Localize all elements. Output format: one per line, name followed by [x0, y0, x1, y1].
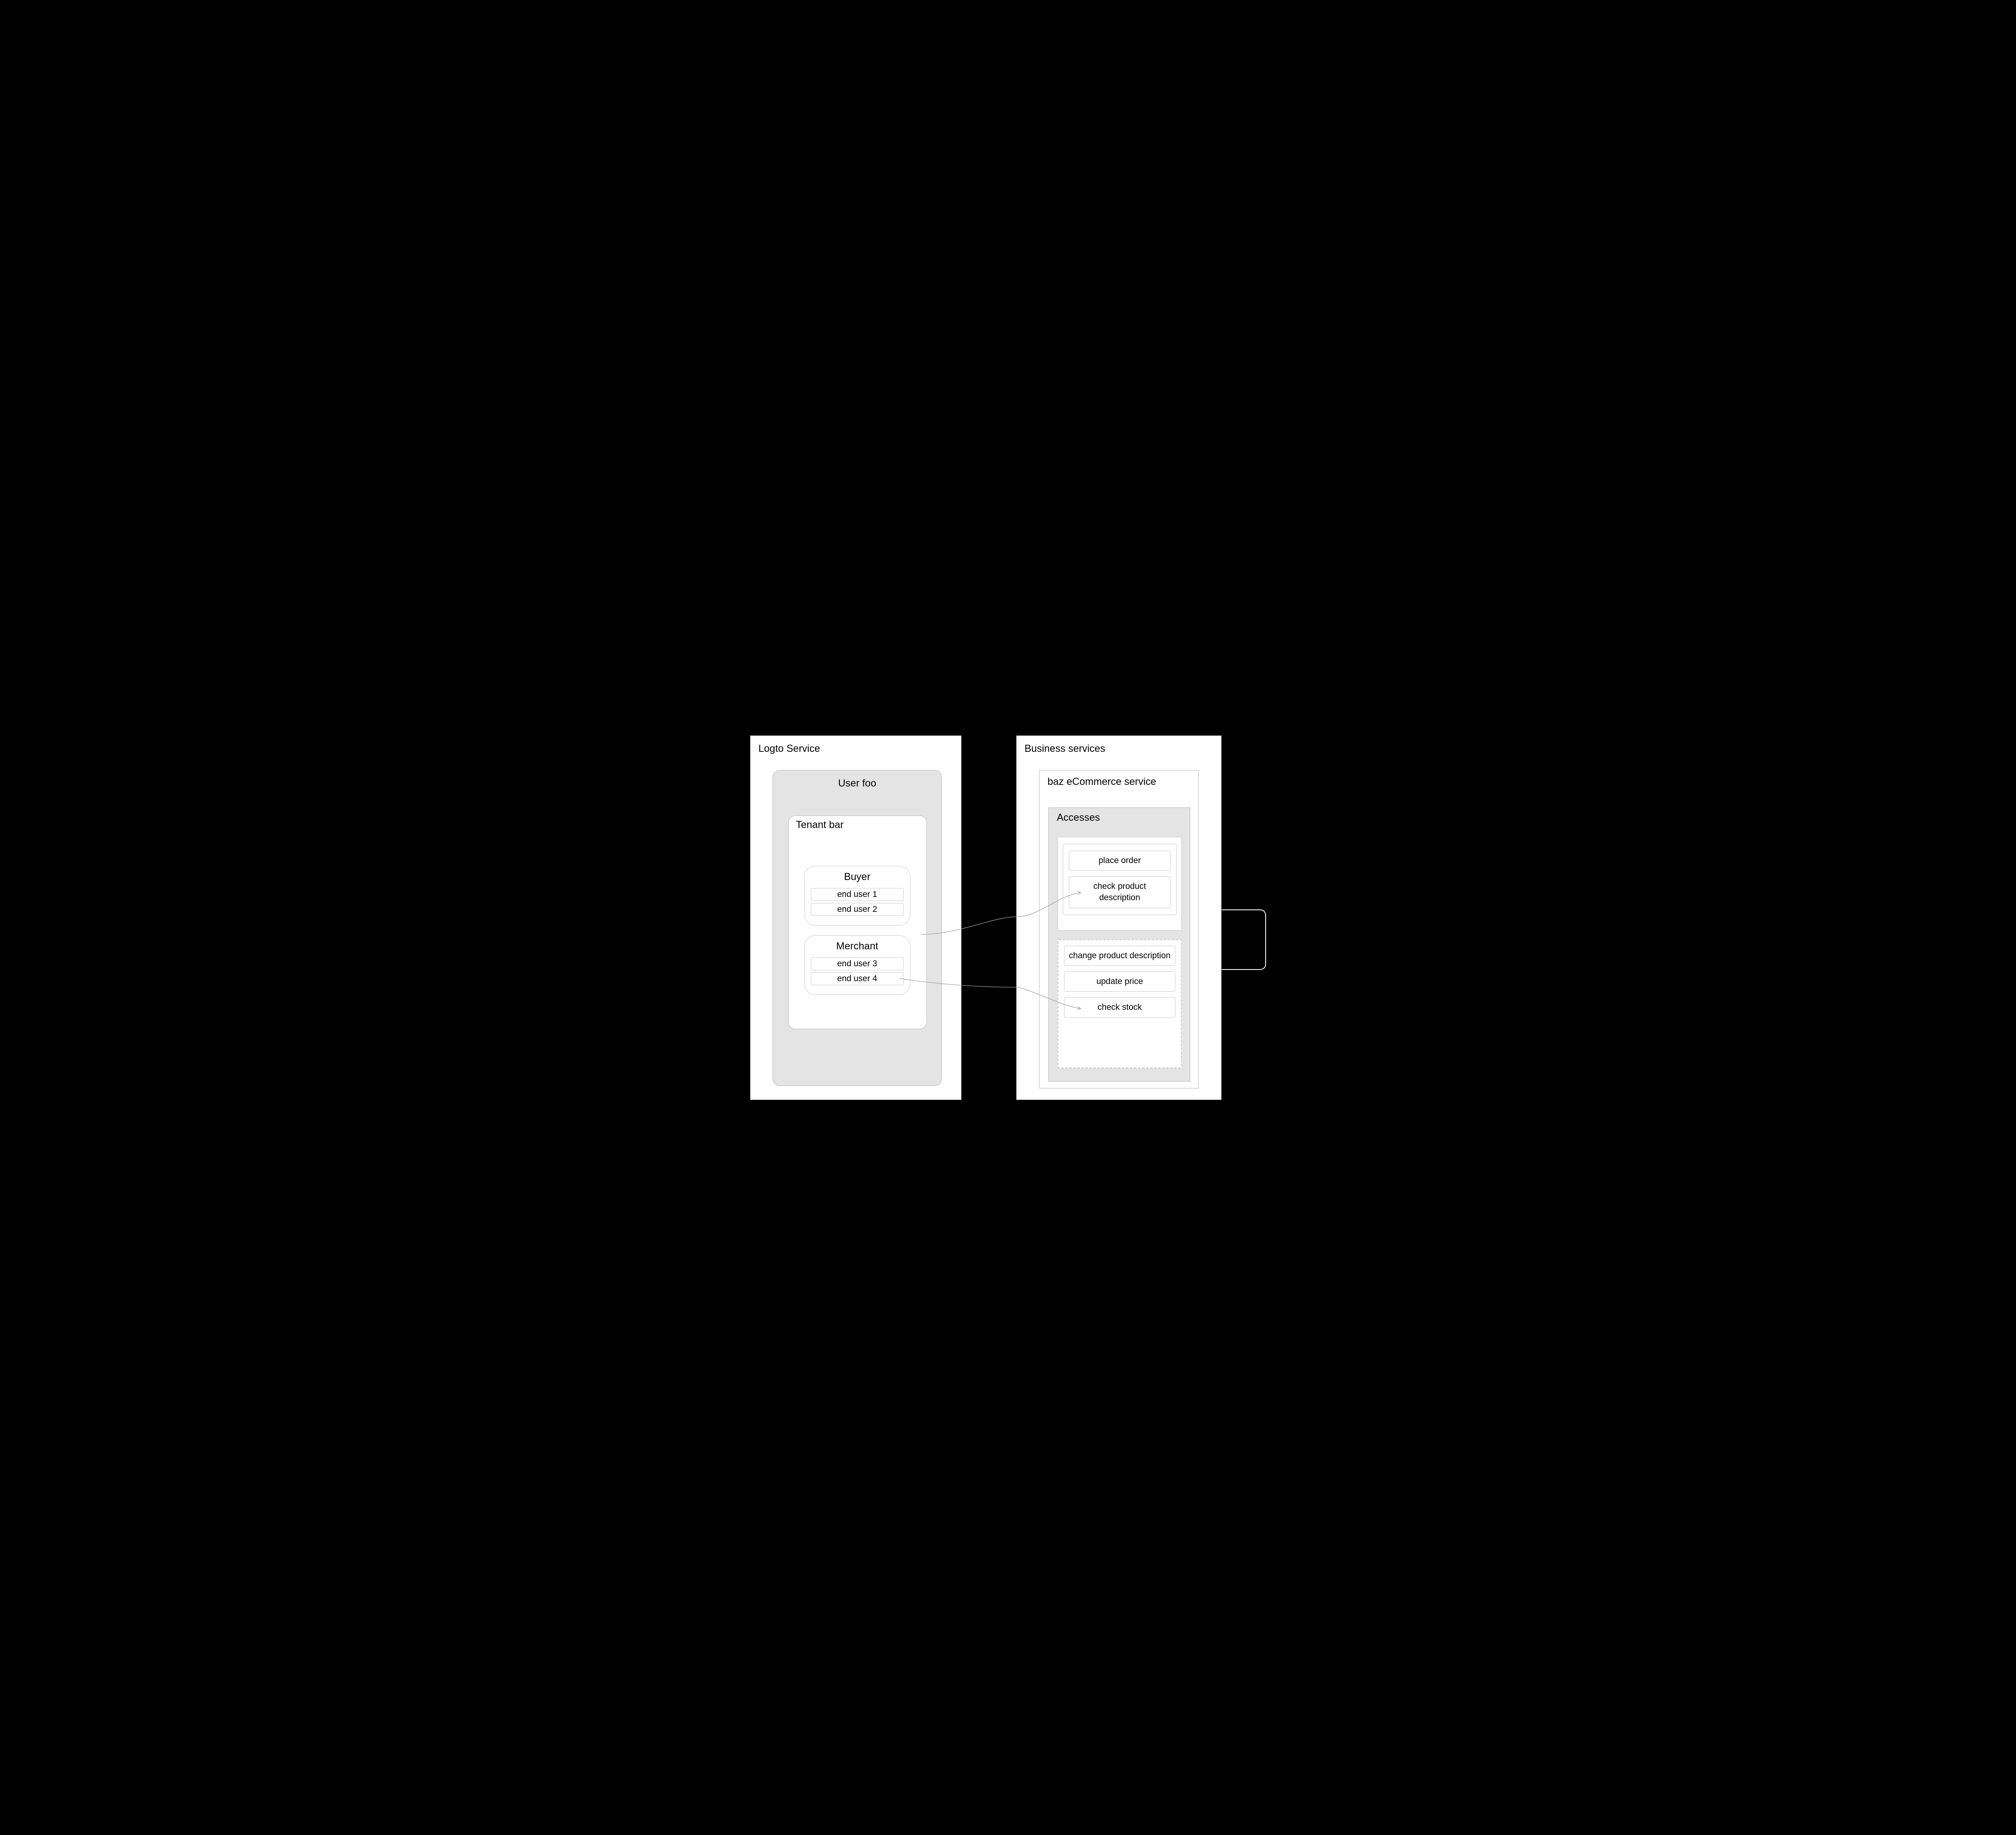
user-chip: end user 3: [811, 957, 904, 970]
role-title-merchant: Merchant: [804, 936, 910, 955]
panel-title-left: Logto Service: [750, 736, 961, 755]
service-title: baz eCommerce service: [1039, 770, 1198, 788]
user-block: User foo Tenant bar Buyer end user 1 end…: [773, 770, 942, 1086]
permission: place order: [1069, 851, 1170, 871]
panel-logto-service: Logto Service User foo Tenant bar Buyer …: [750, 735, 962, 1100]
merchant-role: Merchant end user 3 end user 4: [804, 935, 910, 995]
user-chip: end user 2: [811, 903, 904, 916]
permission: change product description: [1064, 946, 1175, 966]
tenant-title: Tenant bar: [789, 816, 927, 831]
permission: check stock: [1064, 997, 1175, 1017]
accesses-title: Accesses: [1049, 808, 1190, 824]
service-block: baz eCommerce service Accesses place ord…: [1039, 770, 1199, 1088]
panel-business-services: Business services baz eCommerce service …: [1016, 735, 1222, 1100]
panel-title-right: Business services: [1016, 736, 1221, 755]
diagram-canvas: Logto Service User foo Tenant bar Buyer …: [750, 735, 1266, 1100]
permission: check product description: [1069, 876, 1170, 908]
perm-group-1: change product description update price …: [1058, 939, 1182, 1068]
permission: update price: [1064, 972, 1175, 992]
role-title-buyer: Buyer: [804, 866, 910, 886]
perm-group-0: place order check product description: [1058, 837, 1182, 930]
user-chip: end user 4: [811, 972, 904, 985]
user-title: User foo: [773, 770, 941, 789]
accesses-block: Accesses place order check product descr…: [1048, 807, 1190, 1082]
user-chip: end user 1: [811, 888, 904, 901]
cropped-edge-stub: [1222, 909, 1266, 970]
tenant-block: Tenant bar Buyer end user 1 end user 2 M…: [788, 816, 927, 1029]
buyer-role: Buyer end user 1 end user 2: [804, 866, 910, 926]
